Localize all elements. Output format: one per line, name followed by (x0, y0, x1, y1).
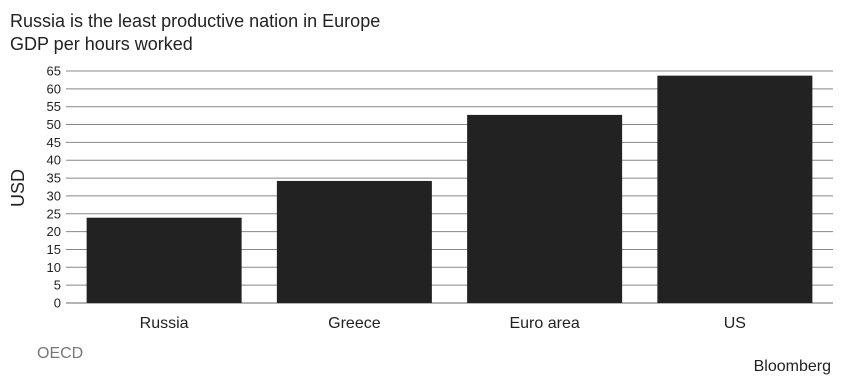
y-tick-label: 55 (47, 99, 61, 114)
bars (86, 75, 813, 303)
y-tick-label: 10 (47, 260, 61, 275)
y-tick-label: 15 (47, 242, 61, 257)
y-axis-label: USD (8, 169, 28, 207)
y-tick-label: 40 (47, 153, 61, 168)
bar-euro-area (467, 114, 623, 303)
y-tick-label: 5 (54, 278, 61, 293)
chart-subtitle: GDP per hours worked (10, 34, 193, 54)
source-label: OECD (37, 345, 84, 362)
x-category-label: Greece (328, 315, 381, 332)
y-tick-label: 0 (54, 296, 61, 311)
bar-russia (86, 217, 242, 303)
chart-title: Russia is the least productive nation in… (10, 11, 381, 31)
x-category-label: Russia (140, 315, 189, 332)
y-tick-label: 20 (47, 224, 61, 239)
y-tick-label: 60 (47, 81, 61, 96)
bar-us (657, 75, 813, 303)
y-tick-label: 50 (47, 117, 61, 132)
x-category-label: Euro area (509, 315, 579, 332)
y-tick-label: 45 (47, 135, 61, 150)
brand-label: Bloomberg (753, 358, 831, 375)
y-tick-label: 35 (47, 171, 61, 186)
y-tick-labels: 0 5 10 15 20 25 30 35 40 45 50 55 60 65 (47, 64, 61, 311)
y-tick-label: 65 (47, 64, 61, 79)
x-category-label: US (724, 315, 746, 332)
bar-greece (276, 180, 432, 303)
y-tick-label: 30 (47, 188, 61, 203)
x-category-labels: Russia Greece Euro area US (140, 315, 746, 332)
y-tick-label: 25 (47, 206, 61, 221)
